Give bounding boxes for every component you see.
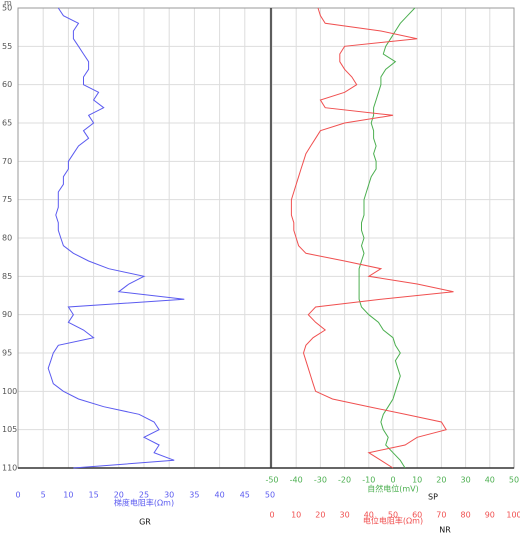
x-tick-label: 25 [139,491,149,500]
depth-label: 55 [2,42,12,51]
x-tick-label: 20 [114,491,124,500]
x-tick-label: 30 [461,476,471,485]
x-tick-label: 40 [485,476,495,485]
depth-label: 100 [2,387,17,396]
curve-annotation: NR [439,526,451,535]
x-tick-label: 5 [41,491,46,500]
depth-label: 75 [2,195,12,204]
log-curve [290,7,454,469]
x-tick-label: 10 [291,511,301,520]
x-tick-label: 40 [215,491,225,500]
depth-unit: m [4,0,12,8]
curve-annotation: SP [428,493,438,502]
depth-label: 95 [2,349,12,358]
depth-label: 50 [2,4,12,13]
curve-annotation: GR [139,518,151,527]
x-tick-label: -10 [362,476,375,485]
x-tick-label: 50 [388,511,398,520]
x-tick-label: 90 [485,511,495,520]
x-tick-label: -30 [314,476,327,485]
x-tick-label: -50 [265,476,278,485]
x-tick-label: 50 [509,476,519,485]
axis-label: 自然电位(mV) [367,484,419,494]
x-tick-label: 30 [164,491,174,500]
x-tick-label: 15 [89,491,99,500]
x-tick-label: 100 [506,511,520,520]
depth-label: 85 [2,272,12,281]
depth-label: 90 [2,310,12,319]
x-tick-label: 35 [189,491,199,500]
x-tick-label: 60 [412,511,422,520]
x-tick-label: 10 [63,491,73,500]
x-tick-label: 70 [436,511,446,520]
x-tick-label: 20 [315,511,325,520]
x-tick-label: 80 [461,511,471,520]
x-tick-label: 0 [390,476,395,485]
x-tick-label: -40 [290,476,303,485]
log-curve [358,7,416,469]
x-tick-label: -20 [338,476,351,485]
x-tick-label: 10 [412,476,422,485]
log-curve [47,7,185,469]
axis-label: 电位电阻率(Ωm) [363,516,423,526]
depth-label: 65 [2,119,12,128]
depth-label: 105 [2,425,17,434]
x-tick-label: 40 [364,511,374,520]
x-tick-label: 0 [15,491,20,500]
depth-label: 70 [2,157,12,166]
x-tick-label: 20 [436,476,446,485]
depth-label: 80 [2,234,12,243]
x-tick-label: 50 [265,491,275,500]
axis-label: 梯度电阻率(Ωm) [114,498,174,508]
x-tick-label: 0 [269,511,274,520]
depth-label: 110 [2,464,17,473]
x-tick-label: 30 [340,511,350,520]
x-tick-label: 45 [240,491,250,500]
depth-label: 60 [2,80,12,89]
